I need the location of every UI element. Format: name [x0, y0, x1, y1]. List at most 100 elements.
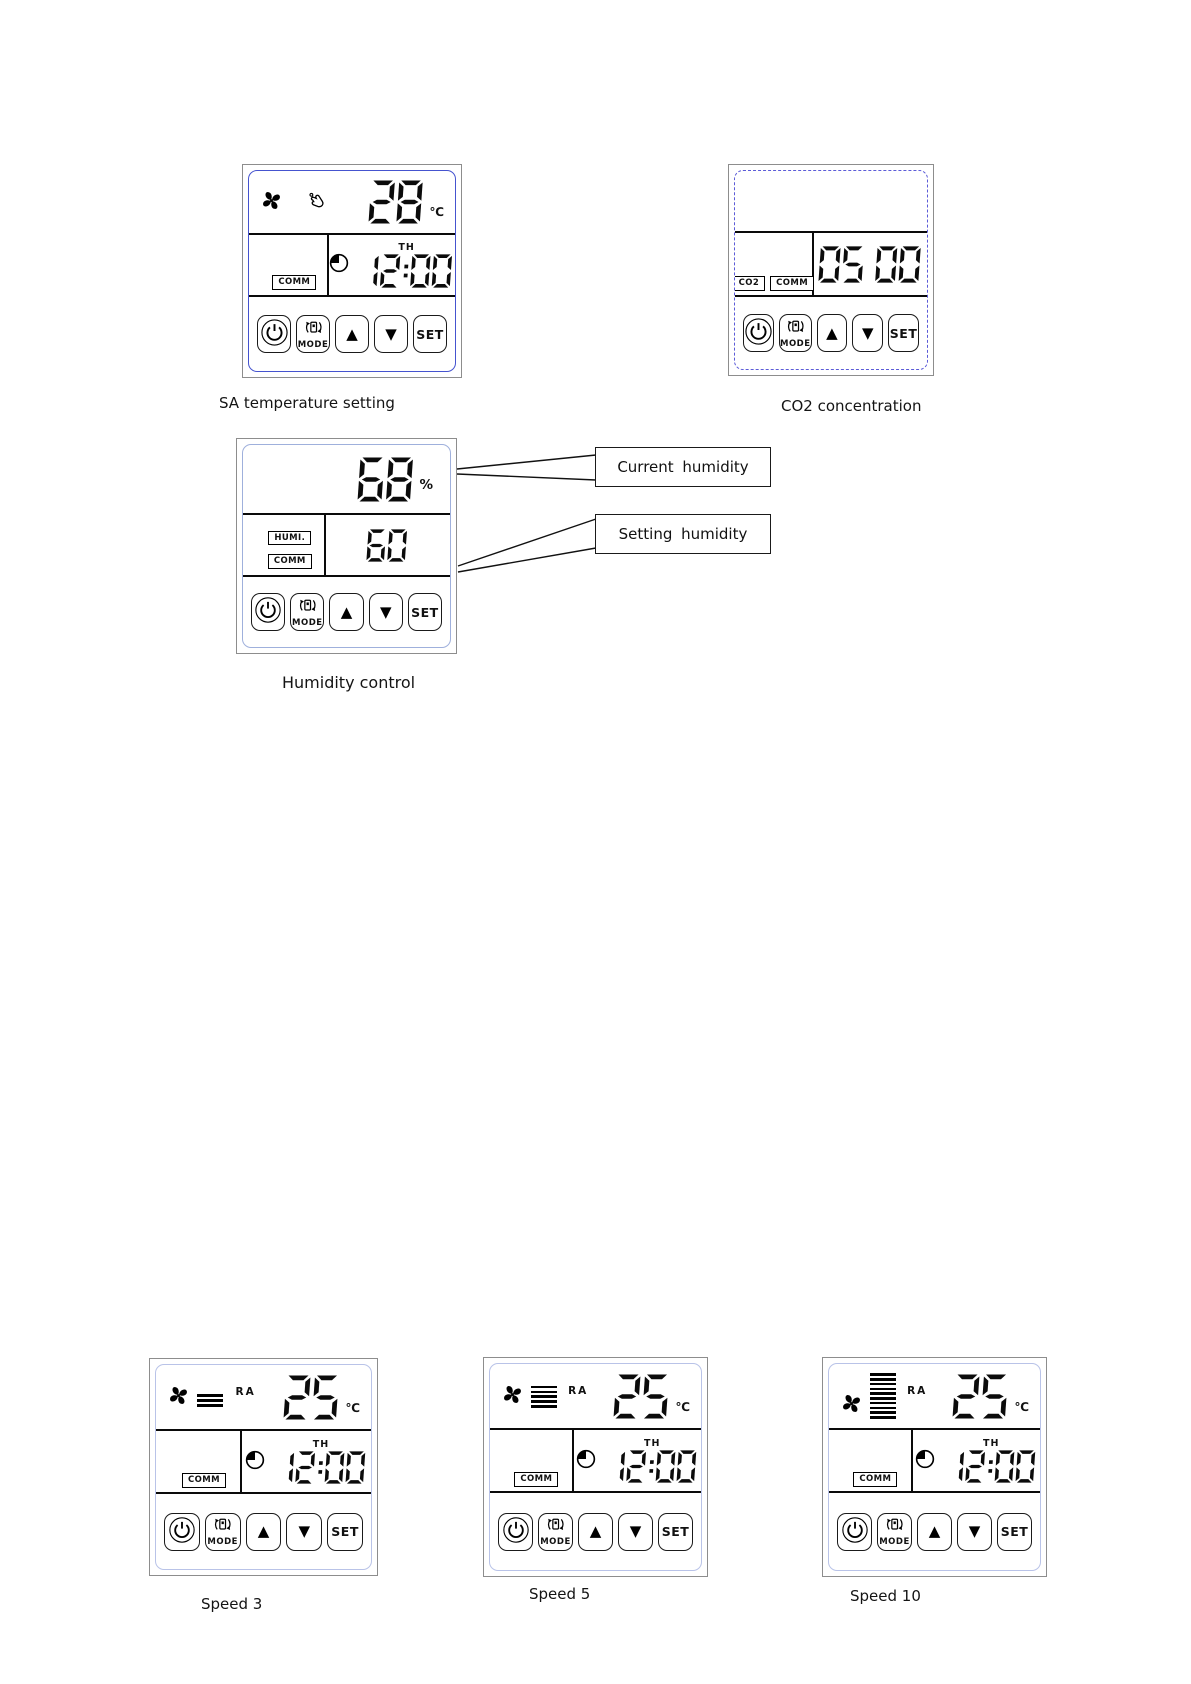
ra-temp-display	[611, 1374, 674, 1419]
up-arrow-icon: ▲	[928, 1522, 941, 1540]
temp-unit: ℃	[675, 1399, 690, 1414]
humi-badge: HUMI.	[268, 530, 312, 546]
clock-icon	[915, 1449, 935, 1473]
speed10-panel-display: RA ℃ COMM	[828, 1363, 1041, 1571]
speed10-button-row: MODE ▲ ▼ SET	[829, 1493, 1040, 1570]
sa-temp-display	[367, 180, 428, 224]
time-display	[357, 254, 455, 288]
speed5-caption: Speed 5	[529, 1585, 591, 1603]
set-label: SET	[331, 1524, 359, 1539]
comm-badge: COMM	[514, 1472, 559, 1487]
up-arrow-icon: ▲	[257, 1522, 270, 1540]
up-arrow-icon: ▲	[346, 324, 358, 343]
speed5-status-cell: COMM	[490, 1430, 575, 1491]
speed3-time-cell: TH	[242, 1431, 371, 1492]
speed5-top-section: RA ℃	[490, 1364, 701, 1430]
ra-label: RA	[568, 1385, 589, 1397]
comm-badge: COMM	[272, 275, 317, 290]
power-icon	[502, 1516, 530, 1548]
speed3-panel-display: RA ℃ COMM	[155, 1364, 372, 1570]
power-icon	[168, 1516, 196, 1548]
speed3-top-section: RA ℃	[156, 1365, 371, 1431]
humidity-caption: Humidity control	[282, 673, 416, 692]
humidity-status-cell: HUMI. COMM	[243, 515, 326, 575]
power-button	[743, 314, 774, 352]
humidity-top-section: %	[243, 445, 450, 515]
set-button: SET	[407, 593, 443, 631]
speed10-status-cell: COMM	[829, 1430, 914, 1491]
set-button: SET	[327, 1512, 363, 1551]
mode-button: MODE	[877, 1512, 912, 1551]
mode-button: MODE	[204, 1512, 241, 1551]
down-button: ▼	[957, 1512, 992, 1551]
speed10-time-cell: TH	[913, 1430, 1040, 1491]
temp-unit: ℃	[1014, 1399, 1029, 1414]
set-button: SET	[997, 1512, 1032, 1551]
speed10-caption: Speed 10	[850, 1587, 921, 1605]
power-button	[498, 1512, 533, 1551]
clock-icon	[245, 1450, 265, 1474]
sa-temp-time-cell: TH	[329, 235, 455, 295]
mode-label: MODE	[780, 338, 811, 349]
co2-caption: CO2 concentration	[781, 397, 922, 415]
up-button: ▲	[245, 1512, 282, 1551]
humidity-setting-cell	[326, 515, 450, 575]
comm-badge: COMM	[267, 554, 312, 569]
up-button: ▲	[578, 1512, 613, 1551]
speed3-caption: Speed 3	[201, 1595, 263, 1613]
down-arrow-icon: ▼	[298, 1522, 311, 1540]
down-arrow-icon: ▼	[385, 324, 397, 343]
co2-badge: CO2	[735, 276, 766, 291]
speed10-top-section: RA ℃	[829, 1364, 1040, 1430]
speed3-panel: RA ℃ COMM	[149, 1358, 378, 1576]
mode-icon	[784, 318, 807, 340]
down-button: ▼	[374, 315, 408, 353]
power-icon	[841, 1516, 869, 1548]
clock-icon	[329, 253, 349, 277]
ra-label: RA	[235, 1386, 256, 1398]
sa-temp-caption: SA temperature setting	[219, 394, 395, 412]
ra-label: RA	[907, 1385, 928, 1397]
comm-badge: COMM	[770, 276, 815, 291]
mode-icon	[211, 1516, 234, 1538]
set-button: SET	[888, 314, 919, 352]
temp-unit: ℃	[345, 1400, 360, 1415]
fan-speed-bars	[531, 1385, 557, 1408]
mode-label: MODE	[207, 1537, 238, 1547]
down-arrow-icon: ▼	[379, 602, 392, 621]
speed5-mid-section: COMM TH	[490, 1430, 701, 1493]
co2-top-section	[735, 171, 927, 233]
humidity-panel-display: % HUMI. COMM	[242, 444, 451, 648]
speed5-panel: RA ℃ COMM	[483, 1357, 708, 1577]
callout-leader-lines	[456, 454, 597, 573]
speed10-mid-section: COMM TH	[829, 1430, 1040, 1493]
power-button	[837, 1512, 872, 1551]
down-button: ▼	[618, 1512, 653, 1551]
fan-icon	[167, 1384, 190, 1411]
mode-button: MODE	[538, 1512, 573, 1551]
clock-icon	[576, 1449, 596, 1473]
speed10-panel: RA ℃ COMM	[822, 1357, 1047, 1577]
th-label: TH	[398, 242, 415, 253]
set-label: SET	[889, 325, 918, 341]
set-label: SET	[661, 1524, 690, 1539]
mode-icon	[883, 1516, 906, 1538]
down-button: ▼	[368, 593, 403, 631]
speed3-mid-section: COMM TH	[156, 1431, 371, 1494]
time-display	[943, 1450, 1039, 1483]
speed3-button-row: MODE ▲ ▼ SET	[156, 1494, 371, 1569]
mode-label: MODE	[540, 1537, 571, 1547]
humidity-panel: % HUMI. COMM	[236, 438, 457, 654]
up-button: ▲	[335, 315, 369, 353]
up-arrow-icon: ▲	[340, 602, 353, 621]
percent-sign: %	[419, 476, 433, 493]
temp-unit: ℃	[429, 205, 444, 219]
sa-temp-status-cell: COMM	[249, 235, 330, 295]
callout-current-humidity: Current humidity	[595, 447, 771, 487]
ra-temp-display	[281, 1375, 344, 1420]
mode-button: MODE	[296, 315, 330, 353]
sa-temp-panel: ℃ COMM TH	[242, 164, 462, 378]
current-humidity-display	[355, 457, 418, 502]
callout-setting-humidity: Setting humidity	[595, 514, 771, 554]
